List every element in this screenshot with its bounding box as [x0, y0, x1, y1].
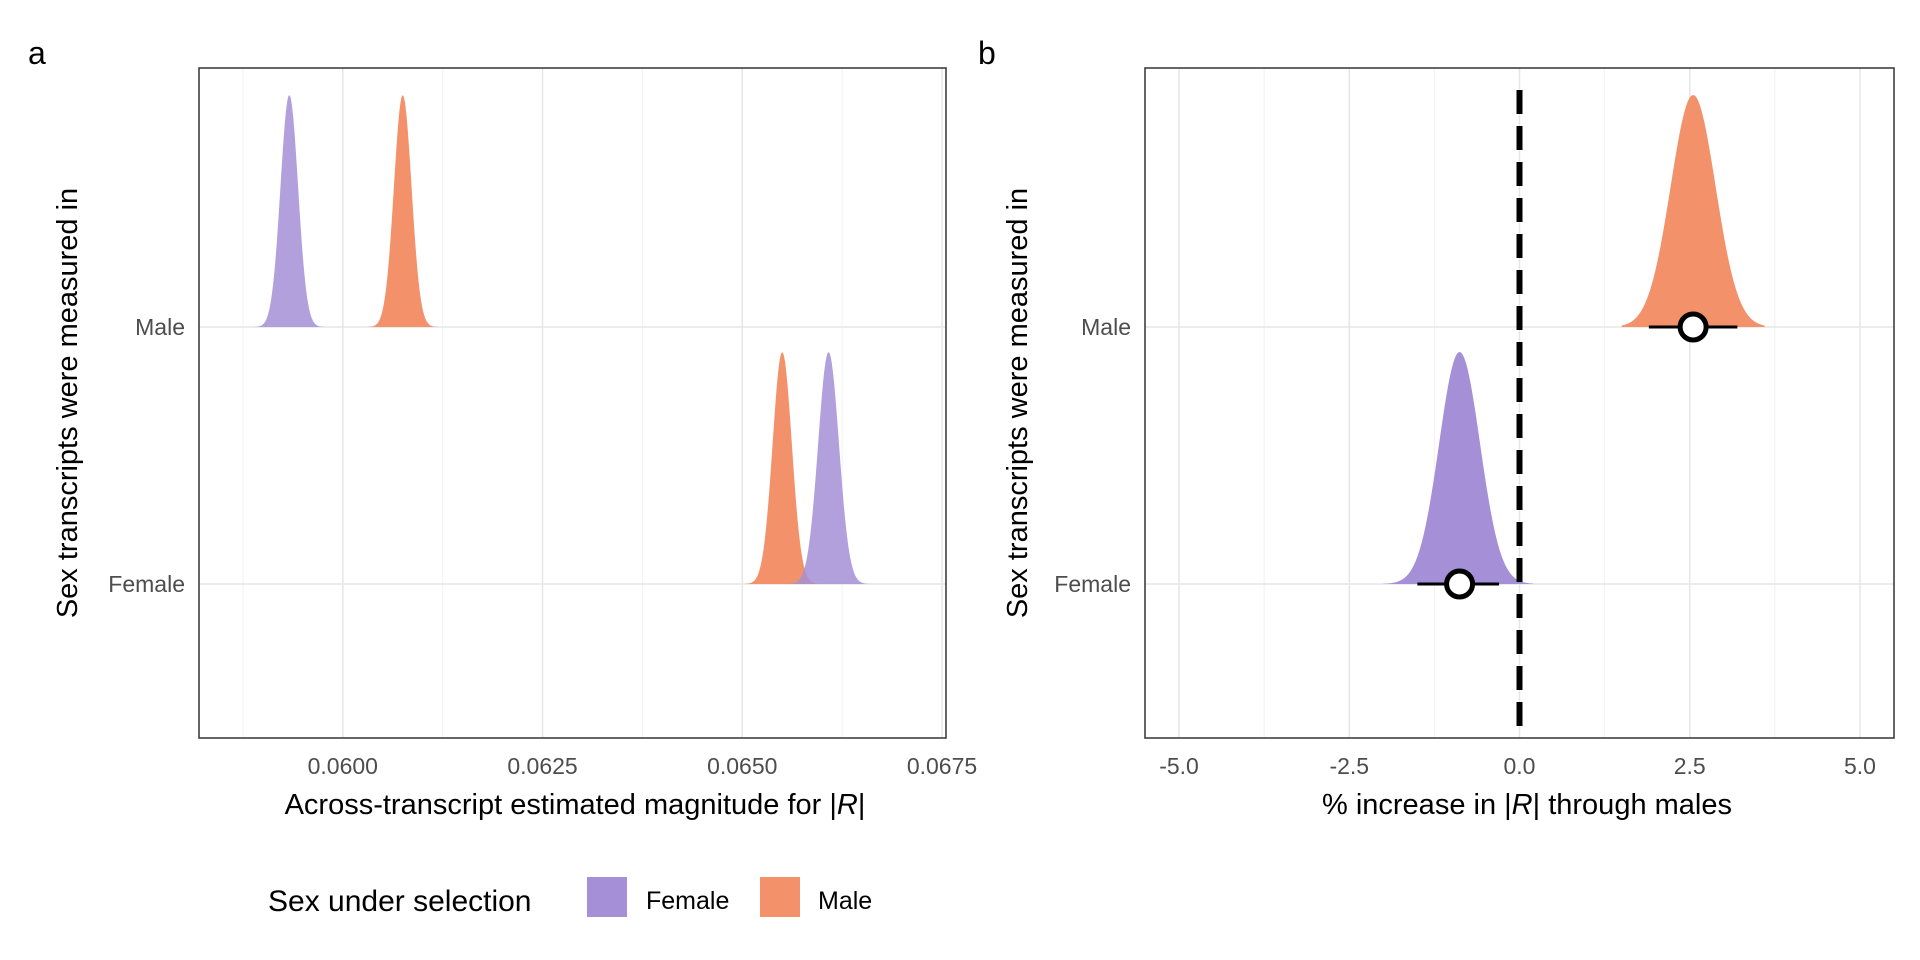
- legend-swatch-male: [760, 877, 800, 917]
- density-female-in-female: [1383, 352, 1534, 584]
- panel-a-densities: [222, 95, 903, 584]
- b-x-tick-label: 0.0: [1504, 753, 1536, 779]
- point-estimate-male: [1677, 311, 1709, 343]
- b-x-tick-label: -2.5: [1329, 753, 1369, 779]
- b-x-tick-label: 5.0: [1844, 753, 1876, 779]
- density-female-in-male: [222, 95, 343, 328]
- a-y-tick-label-male: Male: [135, 314, 185, 340]
- panel-a: a Female Male 0.0600 0.0625 0.0650 0.0675 Ac…: [28, 35, 977, 821]
- a-x-tick-label: 0.0600: [308, 753, 378, 779]
- panel-b-y-tick-labels: Female Male: [1054, 314, 1131, 597]
- panel-a-tag: a: [28, 35, 46, 71]
- legend-swatch-female: [587, 877, 627, 917]
- panel-b-y-axis-title: Sex transcripts were measured in: [1002, 188, 1034, 618]
- legend-title: Sex under selection: [268, 885, 532, 918]
- legend: Sex under selection Female Male: [268, 877, 872, 918]
- a-x-tick-label: 0.0625: [507, 753, 577, 779]
- panel-b-point-estimates: [1417, 311, 1738, 600]
- b-y-tick-label-male: Male: [1081, 314, 1131, 340]
- panel-b-x-tick-labels: -5.0 -2.5 0.0 2.5 5.0: [1159, 753, 1876, 779]
- panel-a-frame: [198, 67, 947, 739]
- density-female-in-female: [774, 352, 903, 584]
- panel-b-frame: [1144, 67, 1895, 739]
- a-y-tick-label-female: Female: [108, 571, 185, 597]
- panel-a-x-axis-title: Across-transcript estimated magnitude fo…: [285, 789, 866, 821]
- a-x-tick-label: 0.0675: [907, 753, 977, 779]
- legend-label-male: Male: [818, 887, 872, 915]
- density-male-in-male: [342, 95, 479, 327]
- b-x-tick-label: -5.0: [1159, 753, 1199, 779]
- point-estimate-female: [1444, 568, 1476, 600]
- legend-label-female: Female: [646, 887, 729, 915]
- density-male-in-female: [710, 352, 847, 584]
- panel-b-x-axis-title: % increase in |R| through males: [1322, 789, 1732, 821]
- panel-a-y-tick-labels: Female Male: [108, 314, 185, 597]
- density-male-in-male: [1621, 95, 1765, 327]
- panel-a-x-tick-labels: 0.0600 0.0625 0.0650 0.0675: [308, 753, 978, 779]
- a-x-tick-label: 0.0650: [707, 753, 777, 779]
- b-x-tick-label: 2.5: [1674, 753, 1706, 779]
- panel-b: b Female Male -5.0 -2.5 0.0 2.5 5.0 % increas…: [978, 35, 1895, 821]
- panel-b-tag: b: [978, 35, 996, 71]
- panel-b-densities: [1383, 95, 1765, 584]
- b-y-tick-label-female: Female: [1054, 571, 1131, 597]
- panel-a-y-axis-title: Sex transcripts were measured in: [52, 188, 84, 618]
